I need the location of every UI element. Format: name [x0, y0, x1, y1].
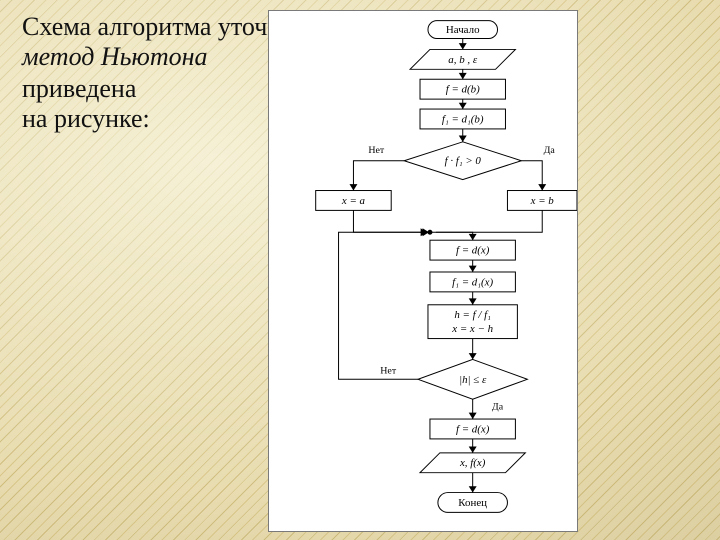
- svg-text:x = x − h: x = x − h: [451, 323, 493, 335]
- svg-text:Нет: Нет: [380, 366, 397, 377]
- flowchart-panel: Начало a, b , ε f = d(b) f₁ = d₁(b) f · f₁ >…: [268, 10, 578, 532]
- svg-text:Нет: Нет: [368, 145, 385, 156]
- svg-text:x, f(x): x, f(x): [459, 457, 486, 469]
- svg-text:Да: Да: [492, 401, 504, 412]
- svg-text:f = d(x): f = d(x): [456, 423, 490, 435]
- svg-text:a, b , ε: a, b , ε: [448, 54, 478, 66]
- svg-text:f = d(x): f = d(x): [456, 245, 490, 257]
- svg-text:x = b: x = b: [530, 195, 555, 207]
- flowchart-svg: Начало a, b , ε f = d(b) f₁ = d₁(b) f · f₁ >…: [269, 11, 577, 531]
- svg-text:x = a: x = a: [341, 195, 366, 207]
- svg-text:f · f₁ > 0: f · f₁ > 0: [445, 155, 482, 167]
- svg-text:|h| ≤ ε: |h| ≤ ε: [459, 374, 487, 386]
- svg-text:Да: Да: [544, 145, 556, 156]
- svg-text:f₁ = d₁(b): f₁ = d₁(b): [442, 113, 484, 125]
- svg-text:Конец: Конец: [458, 497, 487, 509]
- svg-text:f₁ = d₁(x): f₁ = d₁(x): [452, 276, 493, 288]
- svg-text:f = d(b): f = d(b): [446, 84, 480, 96]
- svg-text:h = f / f₁: h = f / f₁: [454, 309, 491, 321]
- svg-text:Начало: Начало: [446, 24, 480, 36]
